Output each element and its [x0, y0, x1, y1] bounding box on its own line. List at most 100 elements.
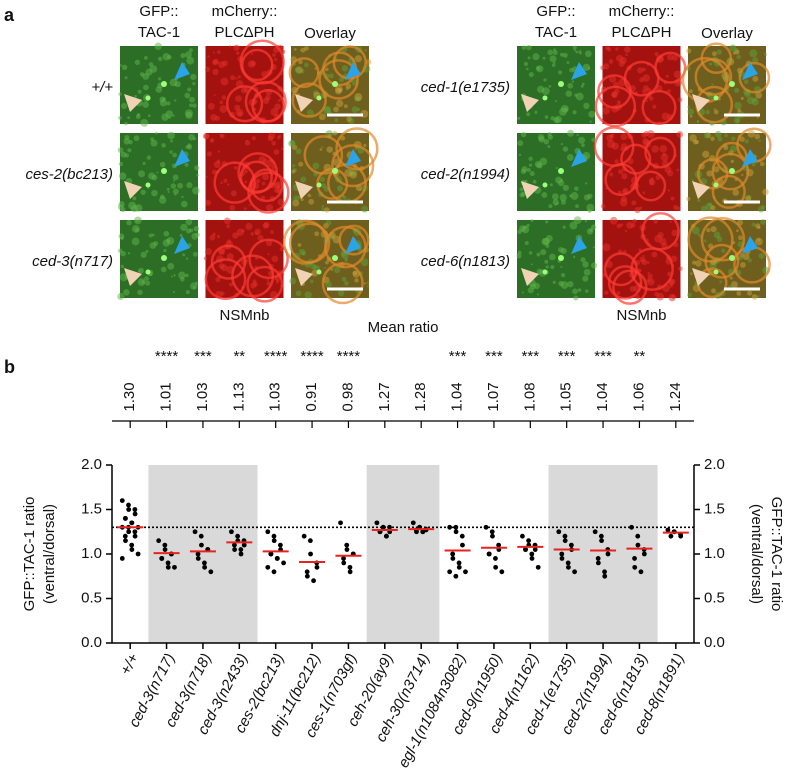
cell-outline: [213, 161, 256, 204]
texture: [721, 248, 726, 253]
texture: [130, 204, 139, 213]
cell-outline: [603, 252, 638, 287]
texture: [193, 225, 200, 232]
texture: [647, 271, 650, 275]
texture: [678, 266, 683, 272]
column-header: Overlay: [701, 25, 753, 42]
texture: [737, 108, 742, 113]
texture: [219, 133, 225, 139]
data-point: [271, 569, 277, 575]
column-header: Overlay: [304, 25, 356, 42]
texture: [755, 223, 761, 229]
texture: [518, 153, 522, 157]
data-point: [529, 551, 535, 557]
cell-outline: [641, 211, 680, 251]
texture: [273, 57, 278, 62]
cell-outline: [210, 244, 247, 280]
texture: [703, 132, 711, 139]
data-point: [595, 560, 601, 566]
data-point: [374, 520, 380, 526]
significance: **: [634, 348, 646, 365]
texture: [123, 138, 130, 145]
texture: [230, 75, 236, 81]
texture: [695, 260, 702, 267]
texture: [719, 280, 723, 284]
column-header: PLCΔPH: [611, 24, 671, 41]
texture: [602, 63, 610, 70]
arrowhead-blue: [571, 62, 587, 80]
texture: [543, 78, 547, 82]
texture: [549, 55, 557, 63]
texture: [526, 223, 530, 227]
gfp-spot: [542, 269, 548, 275]
texture: [338, 76, 345, 83]
gfp-spot: [332, 168, 338, 174]
texture: [615, 47, 619, 51]
texture: [367, 285, 370, 288]
texture: [172, 114, 175, 117]
arrowhead-blue: [345, 236, 361, 254]
texture: [334, 118, 339, 123]
texture: [219, 105, 228, 113]
texture: [255, 178, 261, 184]
texture: [673, 70, 682, 79]
texture: [206, 151, 213, 157]
texture: [332, 130, 338, 136]
texture: [298, 161, 304, 167]
texture: [575, 92, 584, 101]
gfp-spot: [558, 81, 564, 87]
texture: [366, 281, 370, 285]
data-point: [453, 524, 459, 530]
texture: [182, 253, 186, 257]
texture: [671, 54, 679, 61]
significance: ****: [300, 348, 324, 365]
mean-ratio-label: 1.08: [521, 382, 538, 411]
data-point: [132, 507, 138, 512]
texture: [534, 110, 538, 114]
texture: [743, 79, 749, 85]
texture: [583, 102, 590, 109]
arrowhead-beige: [295, 181, 313, 199]
data-point: [632, 556, 637, 561]
texture: [712, 51, 717, 57]
texture: [544, 115, 549, 119]
data-point: [165, 564, 171, 570]
texture: [223, 217, 231, 225]
texture: [274, 187, 281, 194]
cell-outline: [247, 171, 290, 214]
column-header: mCherry::: [609, 3, 675, 20]
texture: [573, 295, 579, 301]
mean-ratio-label: 1.30: [121, 382, 138, 411]
texture: [207, 55, 210, 58]
texture: [207, 102, 215, 110]
texture: [194, 165, 200, 171]
texture: [569, 221, 578, 230]
texture: [620, 133, 628, 141]
texture: [620, 223, 624, 227]
cell-outline: [335, 127, 379, 171]
texture: [634, 207, 641, 214]
texture: [517, 229, 522, 235]
data-point: [304, 573, 310, 579]
texture: [323, 186, 329, 192]
panel-label: b: [4, 357, 15, 377]
y-tick-label: 2.0: [81, 456, 102, 473]
data-point: [559, 556, 565, 561]
texture: [646, 278, 651, 283]
texture: [646, 130, 655, 139]
texture: [257, 234, 264, 241]
texture: [746, 195, 751, 199]
data-point: [314, 564, 320, 570]
data-point: [344, 542, 350, 548]
texture: [160, 266, 167, 273]
y2-tick-label: 0.5: [704, 589, 725, 606]
panel-label: a: [4, 5, 15, 25]
data-point: [162, 542, 168, 548]
texture: [337, 289, 345, 297]
texture: [146, 155, 151, 160]
texture: [156, 171, 159, 174]
shaded-group: [366, 465, 440, 643]
texture: [713, 166, 720, 173]
texture: [151, 233, 155, 237]
micrograph: [120, 133, 198, 211]
